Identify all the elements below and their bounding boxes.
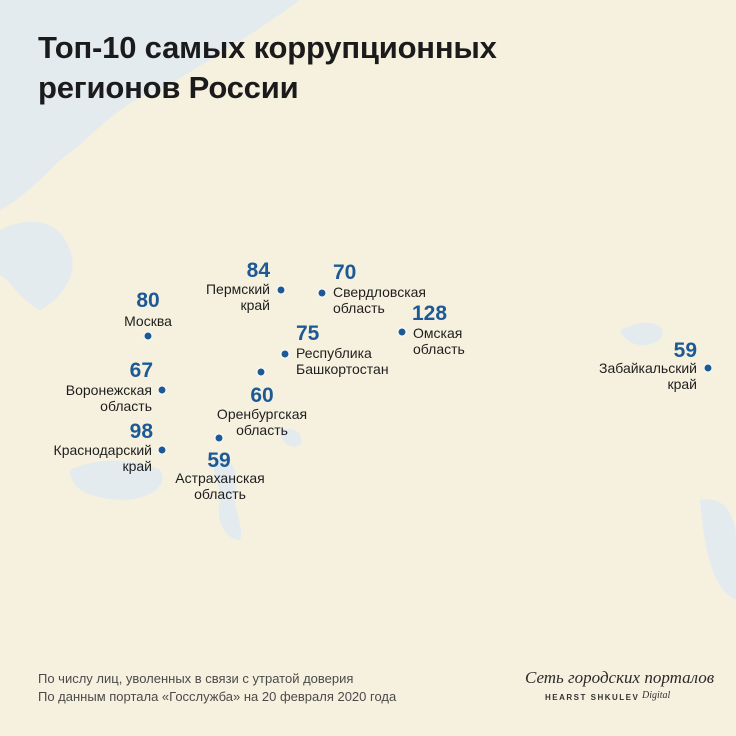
arctic-sea — [0, 0, 300, 210]
region-name: Башкортостан — [296, 361, 389, 377]
region-name: Воронежская — [65, 382, 152, 398]
region-dot — [276, 285, 286, 295]
aral-sea — [280, 428, 302, 447]
region-dot — [214, 433, 224, 443]
region-value: 59 — [673, 339, 697, 362]
region-name: Республика — [296, 345, 372, 361]
region-name: край — [667, 376, 697, 392]
region-name: Забайкальский — [599, 360, 697, 376]
region-name: область — [236, 422, 288, 438]
region-value: 80 — [136, 289, 160, 312]
region-name: Омская — [413, 325, 463, 341]
title: регионов России — [38, 70, 299, 105]
region-dot — [703, 363, 713, 373]
region-name: Краснодарский — [53, 442, 152, 458]
region-dot — [317, 288, 327, 298]
black-sea — [70, 460, 163, 500]
region-name: область — [333, 300, 385, 316]
region-value: 70 — [333, 261, 357, 284]
caspian-sea — [213, 459, 242, 540]
logo-division: Digital — [642, 690, 671, 701]
baltic-sea — [0, 221, 73, 310]
region-name: Пермский — [205, 281, 270, 297]
region-value: 98 — [129, 420, 153, 443]
region-name: край — [240, 297, 270, 313]
region-dot — [280, 349, 290, 359]
region-name: Оренбургская — [216, 406, 308, 422]
region-name: область — [100, 398, 152, 414]
baikal — [620, 322, 663, 346]
region-value: 59 — [207, 449, 231, 472]
note: По числу лиц, уволенных в связи с утрато… — [38, 671, 354, 686]
logo-company: HEARST SHKULEV — [545, 693, 640, 702]
region-name: Москва — [124, 313, 172, 329]
title: Топ-10 самых коррупционных — [38, 30, 497, 65]
region-value: 60 — [250, 384, 274, 407]
region-dot — [256, 367, 266, 377]
region-dot — [143, 331, 153, 341]
region-value: 67 — [129, 359, 153, 382]
region-dot — [157, 445, 167, 455]
region-name: область — [194, 486, 246, 502]
region-value: 75 — [296, 322, 320, 345]
logo: Сеть городских порталов — [525, 668, 715, 687]
pacific — [700, 499, 736, 600]
region-name: Свердловская — [333, 284, 427, 300]
region-value: 128 — [412, 302, 448, 325]
region-dot — [397, 327, 407, 337]
region-name: Астраханская — [175, 470, 265, 486]
note: По данным портала «Госслужба» на 20 февр… — [38, 689, 397, 704]
region-value: 84 — [246, 259, 270, 282]
region-dot — [157, 385, 167, 395]
region-name: край — [122, 458, 152, 474]
region-name: область — [413, 341, 465, 357]
